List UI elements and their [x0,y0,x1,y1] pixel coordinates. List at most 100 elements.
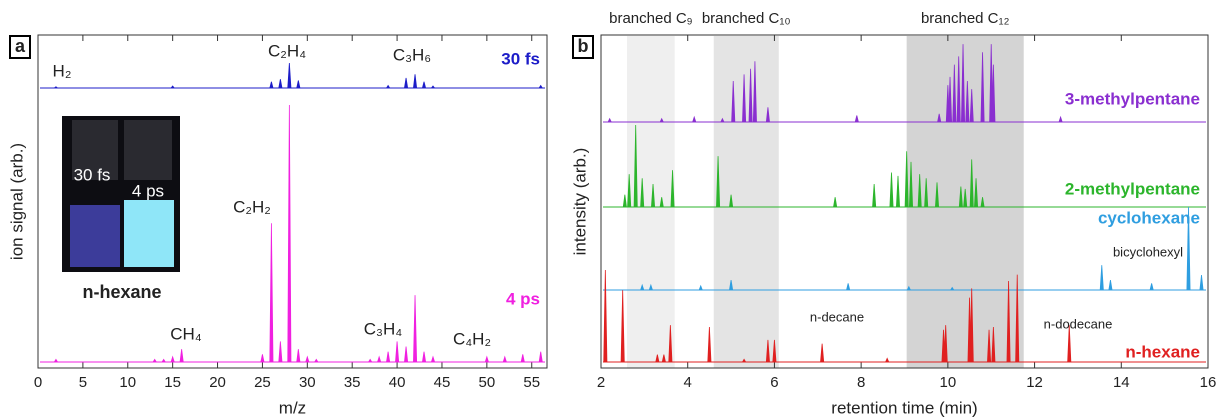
peak [670,170,675,208]
peak [965,80,970,123]
peak [386,351,391,363]
peak [296,349,301,363]
x-tick-label: 6 [770,374,778,391]
peak [502,355,507,363]
peak [305,355,310,363]
peak [659,197,664,208]
peak [692,115,697,123]
x-tick-label: 45 [434,374,451,391]
peak-annotation: C₃H₄ [364,319,402,338]
series-label: 3-methylpentane [1065,89,1200,108]
peak [287,104,292,363]
peak-annotation: C₃H₆ [393,45,431,64]
peak [367,358,373,363]
peak [731,80,736,123]
peak [269,223,274,363]
peak [765,339,770,363]
region-label: branched C₁₂ [921,10,1010,27]
inset-photo: 30 fs 4 ps [62,116,180,272]
peak [906,285,912,291]
peak [884,357,890,363]
peak [287,62,292,89]
region-label: branched C₉ [609,10,693,27]
peak [484,355,489,363]
peak [748,68,753,123]
x-tick-label: 30 [299,374,316,391]
peak [412,74,418,89]
peak [603,269,608,363]
x-tick-label: 20 [209,374,226,391]
panel-label: a [15,36,26,56]
peak [969,159,974,208]
inset-caption: n-hexane [82,282,161,302]
peak [934,182,940,208]
panel-label-box [572,35,594,59]
peak [1067,325,1072,363]
inset-label: 30 fs [74,165,111,184]
peak [948,76,953,123]
peak [1108,279,1113,291]
peak [404,346,409,363]
peak [53,358,59,363]
peak [741,358,747,363]
peak [170,85,176,89]
peak [943,325,948,363]
peak [538,351,543,363]
peak [917,174,922,208]
peak [170,355,175,363]
peak [991,327,996,363]
peak [296,80,301,89]
peak [161,358,166,363]
peak [889,172,894,208]
x-tick-label: 0 [34,374,42,391]
peak [403,77,409,89]
peak [520,354,525,363]
peak [260,354,265,363]
peak-annotation: C₂H₂ [233,197,271,216]
peak [269,81,274,89]
peak [607,117,612,123]
x-tick-label: 5 [79,374,87,391]
peak [720,117,725,123]
x-tick-label: 8 [857,374,865,391]
y-axis-label: ion signal (arb.) [7,143,26,260]
region-label: branched C₁₀ [702,10,791,27]
x-tick-label: 16 [1200,374,1217,391]
peak [430,355,436,363]
peak [958,186,963,208]
vial-bright [124,200,174,267]
peak [53,86,59,89]
peak [278,79,283,89]
peak-annotation: C₄H₂ [453,329,491,348]
peak [661,354,666,363]
peak [313,358,319,363]
peak-annotation: n-dodecane [1044,316,1113,331]
x-tick-label: 25 [254,374,271,391]
peak [952,64,957,123]
peak [413,295,418,363]
peak [698,284,703,291]
peak [991,64,996,123]
peak [622,194,627,208]
peak [668,325,673,363]
peak-annotation: H₂ [53,61,72,80]
x-tick-label: 12 [1026,374,1043,391]
vial-cap [124,120,172,180]
peak [1006,281,1011,363]
frame-a [37,34,548,369]
peak [1149,283,1154,291]
peak [854,115,859,123]
peak [895,175,901,208]
peak [152,358,158,363]
x-tick-label: 40 [389,374,406,391]
peak [278,341,283,363]
peak [659,117,664,123]
peak [924,178,929,208]
x-tick-label: 10 [119,374,136,391]
peak-annotation: CH₄ [170,324,202,343]
series-label: 4 ps [506,289,540,308]
peak [633,124,638,208]
frame-b [600,34,1209,369]
inset-label: 4 ps [132,181,164,200]
